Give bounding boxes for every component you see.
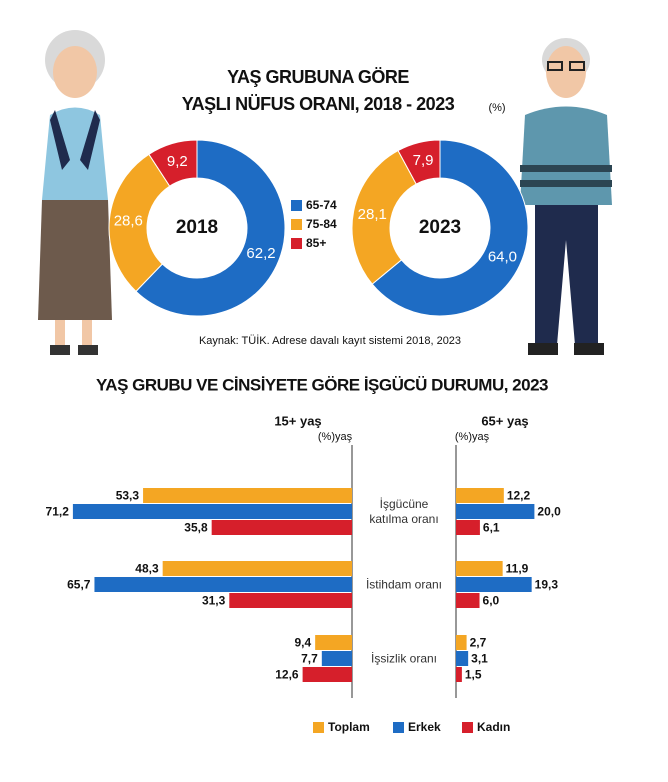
value-label: 3,1 [471, 652, 488, 666]
bar [302, 667, 352, 682]
category-label: İstihdam oranı [365, 577, 443, 592]
value-label: 20,0 [537, 505, 561, 519]
donut-slice [397, 139, 441, 185]
bar [456, 651, 469, 666]
group-title: 15+ yaş [274, 413, 321, 428]
group-unit: (%)yaş [455, 431, 490, 443]
legend-label: 75-84 [306, 217, 337, 231]
value-label: 6,0 [483, 594, 500, 608]
category-label: İşgücüne katılma oranı [369, 497, 439, 526]
bar [321, 651, 352, 666]
legend-swatch [393, 722, 404, 733]
value-label: 2,7 [470, 636, 487, 650]
value-label: 48,3 [135, 562, 159, 576]
legend-label: Kadın [477, 720, 510, 734]
legend-swatch [291, 219, 302, 230]
illustration-woman [38, 30, 112, 355]
value-label: 11,9 [506, 562, 529, 576]
value-label: 7,9 [413, 152, 434, 169]
value-label: 12,6 [275, 668, 299, 682]
value-label: 65,7 [67, 578, 91, 592]
value-label: 64,0 [488, 248, 517, 265]
value-label: 28,6 [114, 212, 143, 229]
chart-title: YAŞ GRUBU VE CİNSİYETE GÖRE İŞGÜCÜ DURUM… [96, 375, 548, 394]
value-label: 12,2 [507, 489, 531, 503]
group-title: 65+ yaş [481, 413, 528, 428]
bar [143, 488, 352, 503]
chart-title: YAŞLI NÜFUS ORANI, 2018 - 2023 [182, 94, 455, 114]
value-label: 7,7 [301, 652, 318, 666]
bar [456, 561, 503, 576]
bar [162, 561, 352, 576]
center-label: 2018 [176, 217, 218, 238]
legend-label: 85+ [306, 236, 326, 250]
value-label: 28,1 [358, 206, 387, 223]
legend-swatch [313, 722, 324, 733]
unit-label: (%) [488, 102, 505, 114]
source-note: Kaynak: TÜİK. Adrese davalı kayıt sistem… [199, 334, 461, 347]
center-label: 2023 [419, 217, 461, 238]
bar [456, 520, 480, 535]
value-label: 6,1 [483, 521, 500, 535]
category-label: İşsizlik oranı [370, 651, 438, 666]
value-label: 1,5 [465, 668, 482, 682]
donut-slice [371, 139, 529, 317]
legend-swatch [462, 722, 473, 733]
bar [456, 577, 532, 592]
donut-slice [148, 139, 198, 187]
value-label: 9,2 [167, 153, 188, 170]
bar [456, 667, 462, 682]
chart-title: YAŞ GRUBUNA GÖRE [227, 67, 409, 87]
donut-slice [108, 153, 171, 293]
legend-label: Erkek [408, 720, 441, 734]
value-label: 19,3 [535, 578, 559, 592]
legend-swatch [291, 200, 302, 211]
bar [229, 593, 352, 608]
legend-swatch [291, 238, 302, 249]
value-label: 35,8 [184, 521, 208, 535]
bar [456, 593, 480, 608]
legend-label: Toplam [328, 720, 370, 734]
bar [315, 635, 352, 650]
bar [456, 635, 467, 650]
value-label: 9,4 [294, 636, 311, 650]
value-label: 71,2 [46, 505, 70, 519]
bar [211, 520, 352, 535]
value-label: 31,3 [202, 594, 226, 608]
illustration-man [520, 38, 612, 355]
legend-label: 65-74 [306, 198, 337, 212]
bar [72, 504, 353, 519]
value-label: 62,2 [246, 245, 275, 262]
bar [456, 504, 535, 519]
group-unit: (%)yaş [318, 431, 353, 443]
donut-slice [135, 139, 286, 317]
donut-slice [351, 149, 417, 285]
value-label: 53,3 [116, 489, 140, 503]
bar [94, 577, 353, 592]
bar [456, 488, 504, 503]
